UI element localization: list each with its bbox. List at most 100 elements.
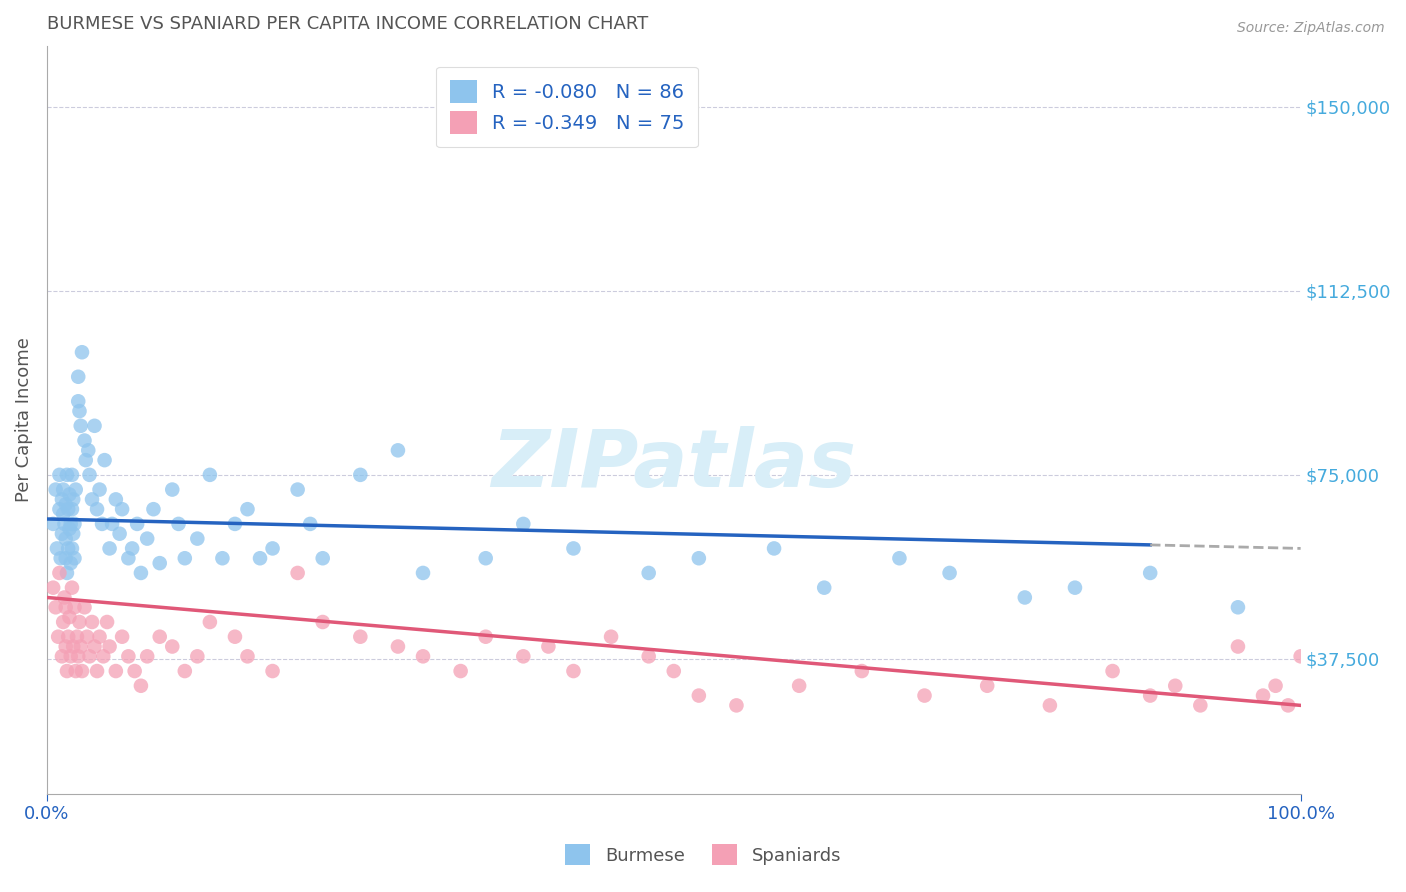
Point <box>59 556 82 570</box>
Point <box>89 483 111 497</box>
Point <box>79 649 101 664</box>
Point <box>537 640 560 654</box>
Point <box>52 507 75 521</box>
Point <box>787 679 810 693</box>
Point <box>198 615 221 629</box>
Point <box>108 526 131 541</box>
Point <box>55 600 77 615</box>
Point <box>136 649 159 664</box>
Point <box>73 600 96 615</box>
Point <box>51 526 73 541</box>
Point <box>236 649 259 664</box>
Point <box>55 497 77 511</box>
Point <box>813 581 835 595</box>
Point <box>98 640 121 654</box>
Point <box>162 483 184 497</box>
Point <box>149 556 172 570</box>
Point <box>67 369 90 384</box>
Point <box>75 453 97 467</box>
Point <box>67 649 90 664</box>
Point <box>763 541 786 556</box>
Point <box>1226 640 1249 654</box>
Point <box>1039 698 1062 713</box>
Point <box>312 551 335 566</box>
Point <box>49 551 72 566</box>
Point <box>69 640 91 654</box>
Point <box>45 483 67 497</box>
Point <box>93 453 115 467</box>
Point <box>173 551 195 566</box>
Point <box>59 516 82 531</box>
Point <box>637 566 659 580</box>
Point <box>56 566 79 580</box>
Point <box>69 404 91 418</box>
Point <box>86 664 108 678</box>
Point <box>63 551 86 566</box>
Point <box>80 492 103 507</box>
Point <box>48 566 70 580</box>
Point <box>51 649 73 664</box>
Point <box>387 640 409 654</box>
Point <box>262 664 284 678</box>
Legend: Burmese, Spaniards: Burmese, Spaniards <box>555 835 851 874</box>
Point <box>1064 581 1087 595</box>
Point <box>46 630 69 644</box>
Point <box>236 502 259 516</box>
Text: ZIPatlas: ZIPatlas <box>491 425 856 504</box>
Point <box>83 418 105 433</box>
Point <box>58 630 80 644</box>
Point <box>976 679 998 693</box>
Point <box>89 630 111 644</box>
Point <box>51 492 73 507</box>
Point <box>65 483 87 497</box>
Point <box>662 664 685 678</box>
Point <box>69 418 91 433</box>
Point <box>474 630 496 644</box>
Point <box>450 664 472 678</box>
Point <box>77 443 100 458</box>
Point <box>91 516 114 531</box>
Point <box>42 516 65 531</box>
Point <box>76 630 98 644</box>
Point <box>349 467 371 482</box>
Y-axis label: Per Capita Income: Per Capita Income <box>15 337 32 502</box>
Point <box>58 610 80 624</box>
Point <box>86 502 108 516</box>
Point <box>45 541 67 556</box>
Point <box>60 581 83 595</box>
Point <box>52 615 75 629</box>
Point <box>111 630 134 644</box>
Point <box>58 522 80 536</box>
Point <box>52 483 75 497</box>
Point <box>58 502 80 516</box>
Point <box>249 551 271 566</box>
Point <box>42 581 65 595</box>
Point <box>186 532 208 546</box>
Text: Source: ZipAtlas.com: Source: ZipAtlas.com <box>1237 21 1385 35</box>
Point <box>1139 689 1161 703</box>
Point <box>117 551 139 566</box>
Point <box>60 467 83 482</box>
Point <box>65 664 87 678</box>
Point <box>48 467 70 482</box>
Point <box>111 502 134 516</box>
Point <box>79 467 101 482</box>
Point <box>1277 698 1299 713</box>
Point <box>1189 698 1212 713</box>
Point <box>121 541 143 556</box>
Text: BURMESE VS SPANIARD PER CAPITA INCOME CORRELATION CHART: BURMESE VS SPANIARD PER CAPITA INCOME CO… <box>46 15 648 33</box>
Point <box>262 541 284 556</box>
Point <box>117 649 139 664</box>
Point <box>83 640 105 654</box>
Point <box>349 630 371 644</box>
Point <box>63 516 86 531</box>
Point <box>889 551 911 566</box>
Point <box>55 551 77 566</box>
Point <box>53 591 76 605</box>
Point <box>167 516 190 531</box>
Point <box>62 640 84 654</box>
Point <box>56 467 79 482</box>
Point <box>562 541 585 556</box>
Point <box>58 541 80 556</box>
Point <box>96 615 118 629</box>
